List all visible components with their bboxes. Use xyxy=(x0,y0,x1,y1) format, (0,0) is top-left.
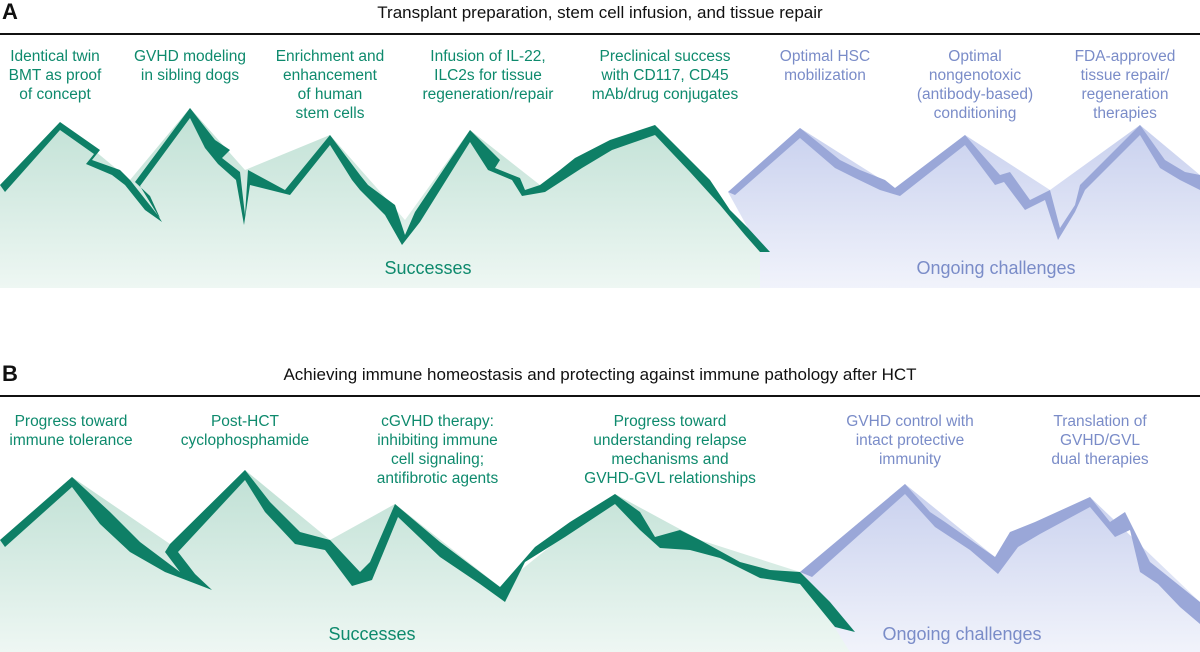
success-label-b2: Post-HCT cyclophosphamide xyxy=(180,413,310,449)
panel-a-rule xyxy=(0,33,1200,35)
challenge-label-b1: GVHD control with intact protective immu… xyxy=(846,413,974,468)
panel-b-title: Achieving immune homeostasis and protect… xyxy=(283,365,917,384)
success-label-a1: Identical twin BMT as proof of concept xyxy=(8,48,102,103)
panel-b-challenge-ridge xyxy=(800,484,1200,624)
panel-b-successes-label: Successes xyxy=(328,624,416,644)
success-label-a5: Preclinical success with CD117, CD45 mAb… xyxy=(591,48,739,103)
panel-a-title: Transplant preparation, stem cell infusi… xyxy=(377,3,823,22)
success-label-b1: Progress toward immune tolerance xyxy=(9,413,133,449)
panel-b: B Achieving immune homeostasis and prote… xyxy=(0,361,1200,652)
panel-b-letter: B xyxy=(2,361,18,386)
panel-b-challenges-label: Ongoing challenges xyxy=(882,624,1042,644)
panel-a-letter: A xyxy=(2,0,18,24)
success-label-a3: Enrichment and enhancement of human stem… xyxy=(275,48,385,122)
challenge-label-a1: Optimal HSC mobilization xyxy=(779,48,871,84)
success-label-b3: cGVHD therapy: inhibiting immune cell si… xyxy=(376,413,499,487)
success-label-b4: Progress toward understanding relapse me… xyxy=(584,413,756,487)
success-label-a4: Infusion of IL-22, ILC2s for tissue rege… xyxy=(422,48,554,103)
panel-b-success-ridge xyxy=(0,470,855,632)
challenge-label-b2: Translation of GVHD/GVL dual therapies xyxy=(1051,413,1149,468)
panel-a: A Transplant preparation, stem cell infu… xyxy=(0,0,1200,290)
success-label-a2: GVHD modeling in sibling dogs xyxy=(134,48,246,84)
panel-b-rule xyxy=(0,395,1200,397)
challenge-label-a2: Optimal nongenotoxic (antibody-based) co… xyxy=(916,48,1034,122)
challenge-label-a3: FDA-approved tissue repair/ regeneration… xyxy=(1074,48,1176,122)
panel-a-mountains xyxy=(0,108,1200,288)
panel-a-challenges-label: Ongoing challenges xyxy=(916,258,1076,278)
panel-a-successes-label: Successes xyxy=(384,258,472,278)
panel-b-mountains xyxy=(0,470,1200,652)
